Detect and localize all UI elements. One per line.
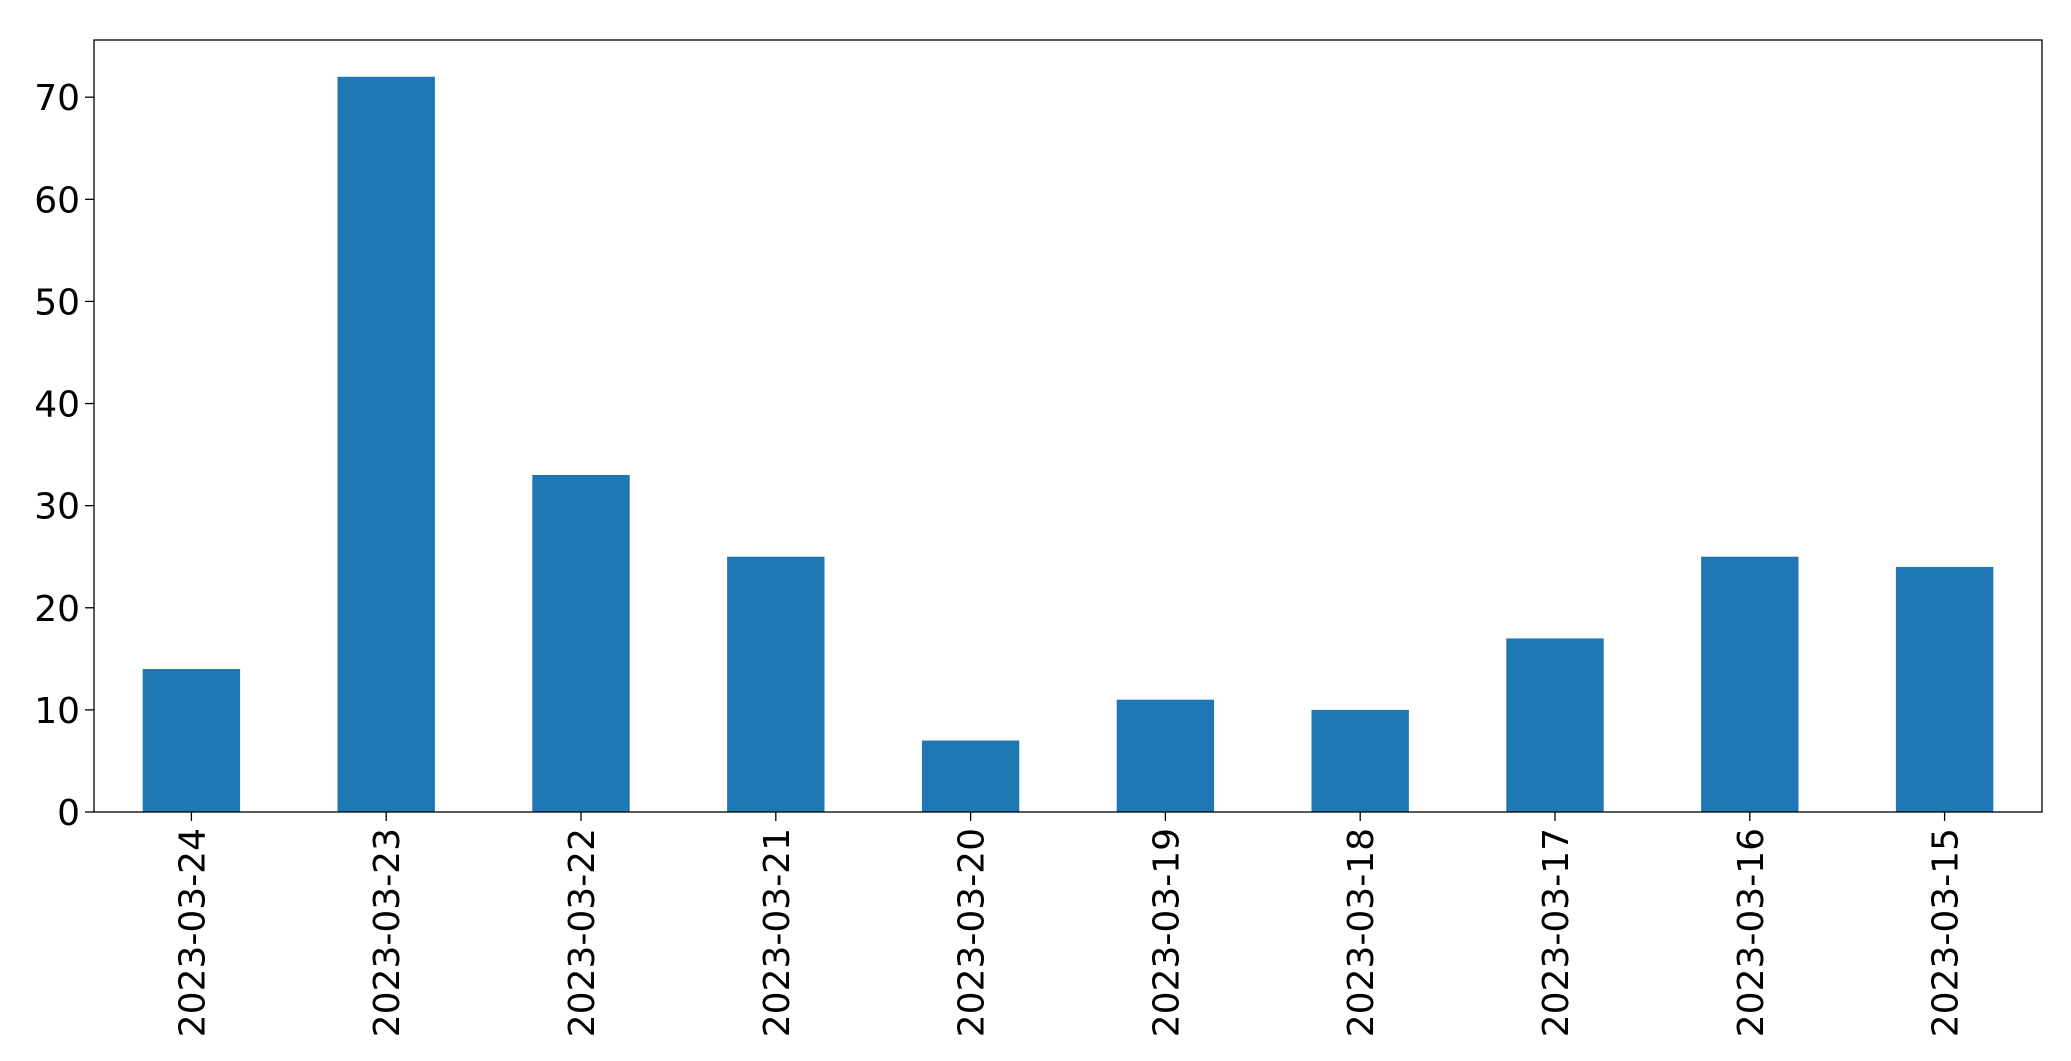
x-tick-label: 2023-03-17 <box>1536 828 1577 1037</box>
y-tick-label: 50 <box>34 282 80 323</box>
x-tick-label: 2023-03-15 <box>1926 828 1967 1037</box>
x-tick-label: 2023-03-24 <box>172 828 213 1037</box>
bar <box>1311 709 1409 812</box>
y-tick-label: 40 <box>34 385 80 426</box>
x-tick-label: 2023-03-16 <box>1731 828 1772 1037</box>
x-tick-label: 2023-03-21 <box>757 828 798 1037</box>
x-tick-label: 2023-03-18 <box>1341 828 1382 1037</box>
x-tick-label: 2023-03-22 <box>562 828 603 1037</box>
y-tick-label: 70 <box>34 78 80 119</box>
plot-frame <box>93 39 2043 813</box>
y-tick-label: 20 <box>34 589 80 630</box>
x-tick-label: 2023-03-20 <box>952 828 993 1037</box>
bar <box>142 669 241 812</box>
y-tick-label: 0 <box>57 793 80 834</box>
y-tick-label: 10 <box>34 691 80 732</box>
bar <box>1895 566 1994 812</box>
bar <box>532 475 630 812</box>
x-tick-label: 2023-03-19 <box>1146 828 1187 1037</box>
bar <box>921 740 1020 812</box>
bar <box>727 556 825 812</box>
bar <box>1116 699 1215 812</box>
y-tick-label: 60 <box>34 180 80 221</box>
y-tick-label: 30 <box>34 487 80 528</box>
bar <box>337 76 435 812</box>
x-tick-label: 2023-03-23 <box>367 828 408 1037</box>
bar <box>1506 638 1604 812</box>
bar <box>1701 556 1799 812</box>
